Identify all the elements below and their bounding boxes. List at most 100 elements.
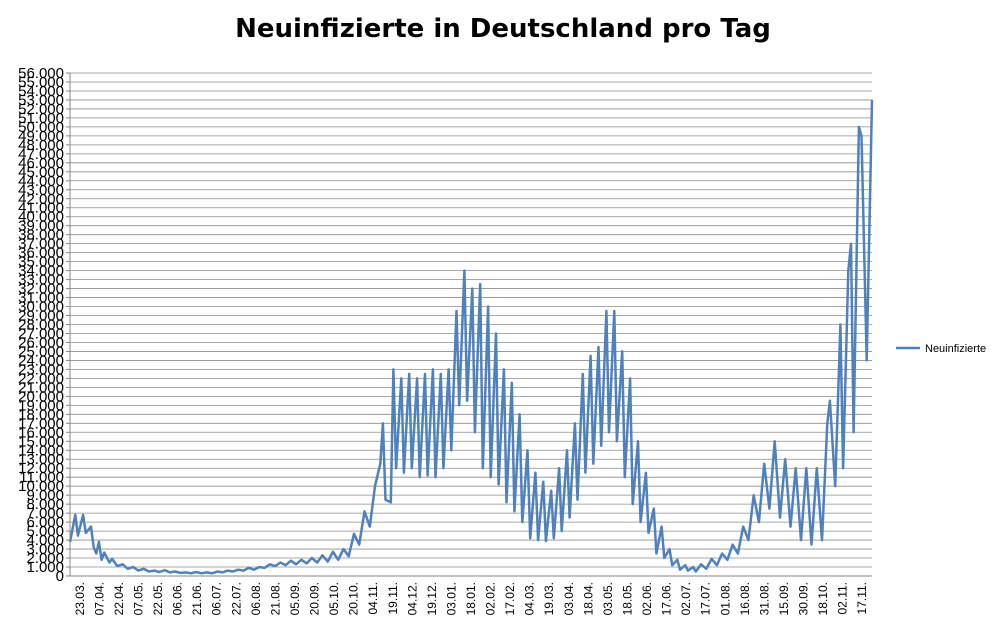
y-tick-label: 41.000 [18, 200, 64, 217]
y-tick-label: 29.000 [18, 308, 64, 325]
x-tick-label: 02.07. [679, 582, 693, 615]
y-tick-label: 43.000 [18, 182, 64, 199]
y-tick-label: 48.000 [18, 137, 64, 154]
x-tick-label: 18.04. [581, 582, 595, 615]
x-tick-label: 22.04. [112, 582, 126, 615]
x-tick-label: 05.10. [327, 582, 341, 615]
x-tick-label: 04.11. [366, 582, 380, 614]
x-tick-label: 18.05. [620, 582, 634, 615]
y-tick-label: 34.000 [18, 263, 64, 280]
x-tick-label: 02.11. [836, 582, 850, 614]
x-tick-label: 04.03. [523, 582, 537, 615]
y-tick-label: 22.000 [18, 370, 64, 387]
gridlines [66, 72, 872, 577]
y-tick-label: 21.000 [18, 379, 64, 396]
y-tick-label: 30.000 [18, 299, 64, 316]
x-tick-label: 03.04. [562, 582, 576, 615]
x-tick-label: 06.07. [210, 582, 224, 615]
x-tick-label: 06.08. [249, 582, 263, 615]
x-tick-label: 18.01. [464, 582, 478, 615]
x-tick-label: 15.09. [777, 582, 791, 615]
chart-title: Neuinfizierte in Deutschland pro Tag [235, 14, 771, 44]
y-tick-label: 8.000 [26, 496, 64, 513]
y-tick-label: 54.000 [18, 83, 64, 100]
y-tick-label: 51.000 [18, 110, 64, 127]
y-tick-label: 5.000 [26, 523, 64, 540]
y-tick-label: 16.000 [18, 424, 64, 441]
y-tick-label: 45.000 [18, 164, 64, 181]
x-tick-label: 23.03. [73, 582, 87, 615]
y-tick-label: 18.000 [18, 406, 64, 423]
y-tick-label: 31.000 [18, 290, 64, 307]
x-tick-label: 02.02. [484, 582, 498, 615]
y-tick-label: 7.000 [26, 505, 64, 522]
y-tick-label: 11.000 [19, 469, 64, 486]
y-tick-label: 1.000 [26, 559, 64, 576]
legend: Neuinfizierte [896, 343, 986, 355]
y-tick-label: 12.000 [18, 460, 64, 477]
x-tick-label: 31.08. [757, 582, 771, 615]
y-tick-label: 19.000 [18, 397, 64, 414]
y-tick-label: 6.000 [26, 514, 64, 531]
x-tick-label: 18.10. [816, 582, 830, 615]
y-tick-label: 14.000 [18, 442, 64, 459]
x-tick-label: 05.09. [288, 582, 302, 615]
y-tick-label: 13.000 [18, 451, 64, 468]
x-tick-label: 19.12. [425, 582, 439, 615]
y-tick-label: 23.000 [18, 361, 64, 378]
x-tick-label: 07.05. [131, 582, 145, 615]
y-tick-label: 53.000 [18, 92, 64, 109]
axes [69, 73, 872, 577]
y-tick-label: 35.000 [18, 254, 64, 271]
x-tick-label: 22.05. [151, 582, 165, 615]
y-tick-label: 28.000 [18, 317, 64, 334]
x-tick-label: 19.11. [386, 582, 400, 614]
y-tick-label: 38.000 [18, 227, 64, 244]
x-tick-label: 03.05. [601, 582, 615, 615]
x-tick-label: 17.11. [855, 582, 869, 614]
x-tick-label: 17.07. [699, 582, 713, 615]
y-tick-label: 44.000 [18, 173, 64, 190]
y-tick-label: 32.000 [18, 281, 64, 298]
y-tick-label: 39.000 [18, 218, 64, 235]
y-tick-label: 26.000 [18, 334, 64, 351]
y-tick-label: 4.000 [26, 532, 64, 549]
x-tick-label: 01.08. [718, 582, 732, 615]
x-tick-label: 02.06. [640, 582, 654, 615]
x-tick-label: 04.12. [405, 582, 419, 615]
y-tick-label: 15.000 [18, 433, 64, 450]
y-tick-label: 24.000 [18, 352, 64, 369]
y-tick-label: 27.000 [18, 325, 64, 342]
x-tick-label: 20.10. [347, 582, 361, 615]
x-tick-label: 19.03. [542, 582, 556, 615]
y-tick-label: 9.000 [26, 487, 64, 504]
x-tick-label: 22.07. [229, 582, 243, 615]
y-tick-label: 33.000 [18, 272, 64, 289]
y-tick-label: 47.000 [18, 146, 64, 163]
x-tick-label: 30.09. [797, 582, 811, 615]
y-tick-label: 46.000 [18, 155, 64, 172]
y-tick-label: 20.000 [18, 388, 64, 405]
x-tick-label: 21.06. [190, 582, 204, 615]
x-axis-tick-labels: 23.03. 07.04. 22.04. 07.05. 22.05. 06.06. 21.0… [73, 582, 869, 615]
y-axis-tick-labels: 01.0002.0003.0004.0005.0006.0007.0008.00… [18, 65, 64, 585]
series-lines [68, 99, 874, 575]
x-tick-label: 21.08. [268, 582, 282, 615]
x-tick-label: 07.04. [92, 582, 106, 615]
x-tick-label: 06.06. [171, 582, 185, 615]
series-line-neuinfizierte [68, 99, 874, 575]
x-tick-label: 17.02. [503, 582, 517, 615]
y-tick-label: 36.000 [18, 245, 64, 262]
y-tick-label: 40.000 [18, 209, 64, 226]
y-tick-label: 50.000 [18, 119, 64, 136]
y-tick-label: 55.000 [18, 74, 64, 91]
x-tick-label: 17.06. [660, 582, 674, 615]
y-tick-label: 25.000 [18, 343, 64, 360]
x-tick-label: 16.08. [738, 582, 752, 615]
y-tick-label: 49.000 [18, 128, 64, 145]
y-tick-label: 56.000 [18, 65, 64, 82]
x-tick-label: 03.01. [444, 582, 458, 615]
y-tick-label: 37.000 [18, 236, 64, 253]
x-tick-label: 20.09. [308, 582, 322, 615]
